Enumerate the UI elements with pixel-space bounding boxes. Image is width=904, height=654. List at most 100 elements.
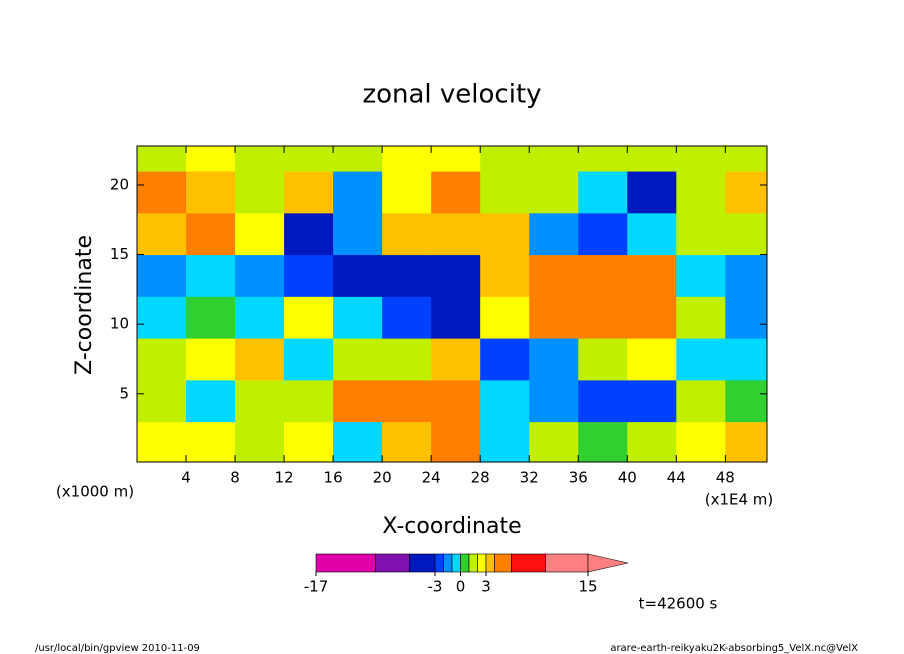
x-tick-label: 48 bbox=[716, 469, 735, 487]
field-cell bbox=[186, 338, 236, 381]
x-unit: (x1E4 m) bbox=[705, 491, 774, 509]
field-cell bbox=[431, 421, 481, 462]
colorbar-tick-label: 15 bbox=[578, 578, 597, 596]
field-cell bbox=[431, 254, 481, 297]
field-cell bbox=[284, 338, 334, 381]
chart-title: zonal velocity bbox=[362, 80, 541, 110]
field-cell bbox=[627, 379, 677, 423]
colorbar-tick-label: 3 bbox=[481, 578, 491, 596]
x-tick-label: 28 bbox=[471, 469, 490, 487]
field-cell bbox=[725, 212, 767, 256]
field-cell bbox=[578, 146, 628, 172]
y-tick-label: 15 bbox=[110, 245, 129, 263]
field-cell bbox=[578, 379, 628, 423]
field-cell bbox=[480, 379, 530, 423]
footer-left: /usr/local/bin/gpview 2010-11-09 bbox=[35, 643, 200, 654]
field-cell bbox=[627, 212, 677, 256]
field-cell bbox=[382, 296, 432, 339]
field-cell bbox=[627, 171, 677, 214]
field-cell bbox=[137, 146, 187, 172]
colorbar-segment bbox=[477, 553, 487, 573]
field-cell bbox=[284, 254, 334, 297]
colorbar-segment bbox=[460, 553, 470, 573]
field-cell bbox=[578, 338, 628, 381]
field-cell bbox=[431, 212, 481, 256]
field-cell bbox=[676, 146, 726, 172]
field-cell bbox=[529, 254, 579, 297]
field-cell bbox=[725, 296, 767, 339]
field-cell bbox=[578, 421, 628, 462]
field-cell bbox=[186, 171, 236, 214]
field-cell bbox=[333, 146, 383, 172]
field-cell bbox=[186, 254, 236, 297]
field-cell bbox=[284, 296, 334, 339]
field-cell bbox=[235, 421, 285, 462]
field-cell bbox=[480, 254, 530, 297]
x-tick-label: 8 bbox=[230, 469, 240, 487]
field-cell bbox=[186, 379, 236, 423]
field-cell bbox=[578, 212, 628, 256]
field-cell bbox=[431, 296, 481, 339]
y-tick-label: 10 bbox=[110, 315, 129, 333]
colorbar-tick-label: -3 bbox=[428, 578, 443, 596]
colorbar-extension bbox=[587, 553, 629, 573]
field-cell bbox=[431, 338, 481, 381]
colorbar-segment bbox=[511, 553, 546, 573]
colorbar-segment bbox=[375, 553, 410, 573]
field-cell bbox=[676, 171, 726, 214]
field-cell bbox=[627, 338, 677, 381]
field-cell bbox=[235, 212, 285, 256]
colorbar-segment bbox=[485, 553, 495, 573]
field-cell bbox=[382, 379, 432, 423]
footer-right: arare-earth-reikyaku2K-absorbing5_VelX.n… bbox=[610, 643, 858, 654]
field-cell bbox=[235, 254, 285, 297]
field-cell bbox=[480, 421, 530, 462]
field-cell bbox=[235, 146, 285, 172]
field-cell bbox=[333, 421, 383, 462]
field-cell bbox=[578, 171, 628, 214]
field-cell bbox=[137, 254, 187, 297]
field-cell bbox=[137, 296, 187, 339]
field-cell bbox=[333, 296, 383, 339]
field-cell bbox=[529, 338, 579, 381]
field-cell bbox=[186, 296, 236, 339]
field-cell bbox=[480, 212, 530, 256]
field-cell bbox=[235, 379, 285, 423]
x-tick-label: 40 bbox=[618, 469, 637, 487]
x-tick-label: 20 bbox=[373, 469, 392, 487]
x-tick-label: 4 bbox=[181, 469, 191, 487]
y-axis-label: Z-coordinate bbox=[72, 235, 97, 375]
field-cell bbox=[529, 212, 579, 256]
field-cell bbox=[480, 338, 530, 381]
colorbar-tick-label: 0 bbox=[456, 578, 466, 596]
field-cell bbox=[529, 146, 579, 172]
field-cell bbox=[725, 379, 767, 423]
field-cell bbox=[676, 296, 726, 339]
field-cell bbox=[382, 421, 432, 462]
field-cell bbox=[627, 146, 677, 172]
field-cell bbox=[431, 379, 481, 423]
time-label: t=42600 s bbox=[639, 595, 718, 613]
field-cell bbox=[676, 212, 726, 256]
field-cell bbox=[382, 254, 432, 297]
field-cell bbox=[333, 212, 383, 256]
x-tick-label: 36 bbox=[569, 469, 588, 487]
field-cell bbox=[382, 171, 432, 214]
field-cell bbox=[333, 379, 383, 423]
field-cell bbox=[725, 146, 767, 172]
field-cell bbox=[382, 212, 432, 256]
colorbar-segment bbox=[434, 553, 444, 573]
field-cell bbox=[529, 171, 579, 214]
x-tick-label: 12 bbox=[275, 469, 294, 487]
field-cell bbox=[529, 379, 579, 423]
field-cell bbox=[725, 254, 767, 297]
field-cell bbox=[627, 296, 677, 339]
field-cell bbox=[676, 379, 726, 423]
field-cell bbox=[333, 338, 383, 381]
field-cell bbox=[627, 421, 677, 462]
colorbar-segment bbox=[315, 553, 376, 573]
field-cell bbox=[382, 338, 432, 381]
field-cell bbox=[480, 146, 530, 172]
